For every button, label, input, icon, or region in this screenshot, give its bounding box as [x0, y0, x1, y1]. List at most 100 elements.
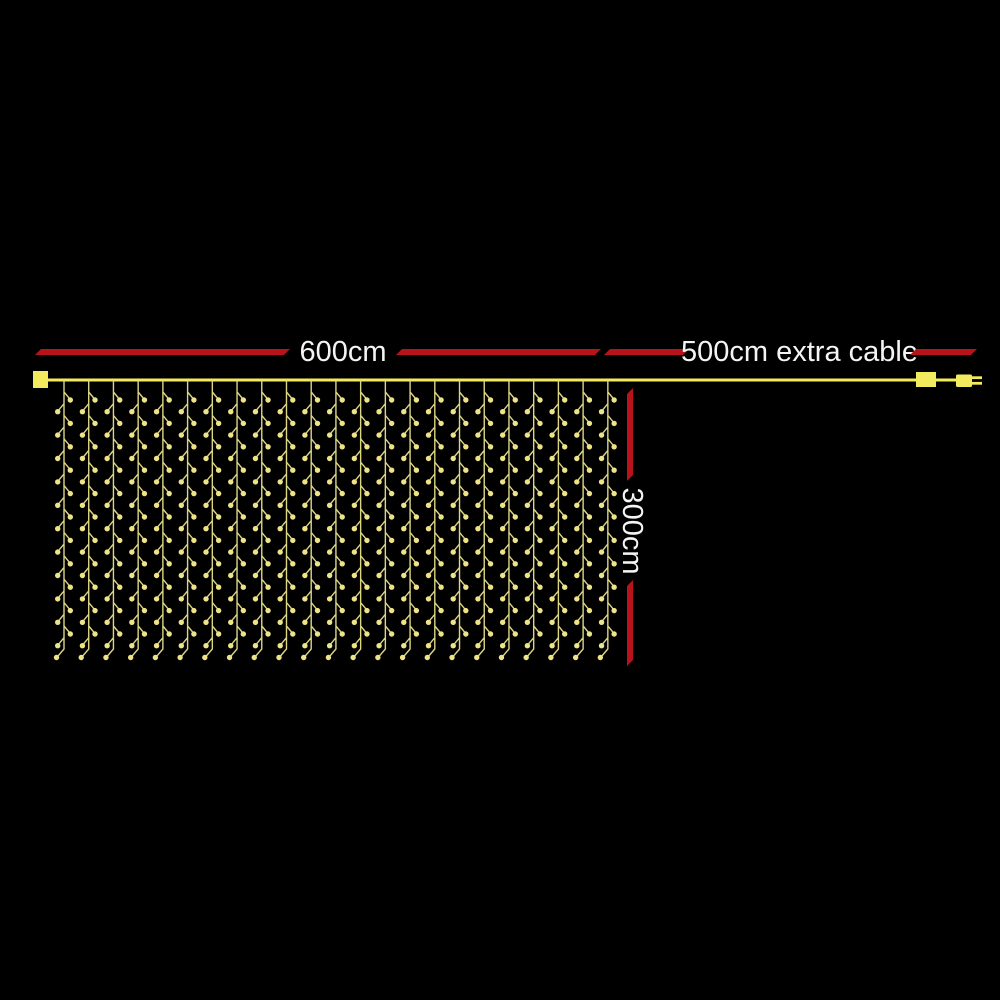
light-bulb: [388, 584, 395, 590]
light-bulb: [339, 631, 345, 637]
light-bulb: [55, 502, 61, 508]
light-bulb: [265, 514, 271, 520]
light-bulb: [277, 572, 283, 579]
light-bulb: [79, 502, 86, 508]
light-bulb: [611, 490, 617, 497]
light-bulb: [413, 467, 420, 473]
light-bulb: [277, 643, 283, 649]
light-bulb: [487, 561, 494, 567]
light-bulb: [475, 479, 481, 485]
light-bulb: [252, 479, 259, 485]
light-strand: [548, 380, 568, 661]
light-bulb: [166, 607, 172, 614]
strand-wire: [502, 380, 515, 657]
light-strand: [572, 380, 593, 661]
light-bulb: [487, 444, 494, 450]
strand-wire: [329, 380, 342, 657]
light-bulb: [611, 537, 617, 544]
light-bulb: [524, 455, 531, 462]
light-strand: [127, 380, 148, 661]
light-bulb: [129, 596, 135, 602]
light-bulb: [240, 420, 247, 427]
light-bulb: [425, 572, 432, 579]
light-bulb: [277, 502, 283, 508]
light-bulb: [425, 455, 432, 462]
light-bulb: [598, 549, 605, 555]
light-bulb: [117, 631, 123, 637]
light-bulb: [474, 654, 480, 661]
light-bulb: [499, 479, 506, 485]
light-bulb: [537, 561, 543, 567]
light-bulb: [314, 514, 321, 520]
light-bulb: [586, 514, 593, 520]
light-bulb: [265, 631, 271, 637]
light-bulb: [586, 490, 593, 497]
light-bulb: [611, 607, 617, 614]
light-bulb: [562, 397, 568, 403]
light-bulb: [276, 654, 282, 661]
light-bulb: [55, 432, 61, 438]
light-bulb: [537, 514, 543, 520]
light-bulb: [141, 514, 148, 520]
light-bulb: [425, 409, 432, 415]
light-bulb: [240, 631, 247, 637]
light-bulb: [376, 526, 382, 532]
light-bulb: [487, 397, 494, 403]
light-bulb: [117, 537, 123, 544]
light-bulb: [129, 432, 135, 438]
light-bulb: [203, 596, 209, 602]
light-bulb: [438, 631, 444, 637]
light-bulb: [598, 432, 605, 438]
light-bulb: [104, 526, 110, 532]
light-bulb: [574, 479, 580, 485]
light-bulb: [611, 514, 617, 520]
light-bulb: [499, 432, 506, 438]
strand-wire: [57, 380, 70, 657]
light-bulb: [55, 619, 61, 625]
dimension-label-600: 600cm: [299, 336, 387, 368]
light-bulb: [314, 631, 321, 637]
light-bulb: [240, 607, 247, 614]
light-bulb: [351, 572, 358, 579]
light-bulb: [463, 467, 469, 473]
light-bulb: [597, 654, 604, 661]
light-strand: [597, 380, 617, 661]
light-bulb: [475, 409, 481, 415]
light-bulb: [104, 619, 110, 625]
light-bulb: [562, 607, 568, 614]
light-bulb: [277, 409, 283, 415]
light-bulb: [364, 561, 370, 567]
light-bulb: [562, 631, 568, 637]
light-bulb: [425, 479, 432, 485]
light-bulb: [450, 409, 456, 415]
light-bulb: [450, 596, 456, 602]
strand-wire: [428, 380, 441, 657]
light-bulb: [326, 409, 333, 415]
light-bulb: [598, 455, 605, 462]
light-bulb: [499, 526, 506, 532]
light-bulb: [302, 432, 308, 438]
light-bulb: [117, 490, 123, 497]
light-bulb: [78, 654, 84, 661]
light-bulb: [67, 537, 74, 544]
light-bulb: [512, 607, 518, 614]
light-bulb: [129, 455, 135, 462]
light-bulb: [574, 549, 580, 555]
light-bulb: [512, 514, 518, 520]
light-bulb: [463, 537, 469, 544]
strand-wire: [452, 380, 466, 657]
light-bulb: [228, 432, 234, 438]
light-bulb: [141, 397, 148, 403]
light-bulb: [252, 502, 259, 508]
light-bulb: [463, 514, 469, 520]
light-bulb: [450, 455, 456, 462]
dimension-label-500: 500cm extra cable: [681, 336, 918, 368]
light-bulb: [425, 596, 432, 602]
light-bulb: [339, 537, 345, 544]
light-bulb: [252, 549, 259, 555]
light-bulb: [401, 643, 407, 649]
light-bulb: [326, 596, 333, 602]
light-bulb: [401, 455, 407, 462]
light-bulb: [401, 409, 407, 415]
light-bulb: [302, 572, 308, 579]
